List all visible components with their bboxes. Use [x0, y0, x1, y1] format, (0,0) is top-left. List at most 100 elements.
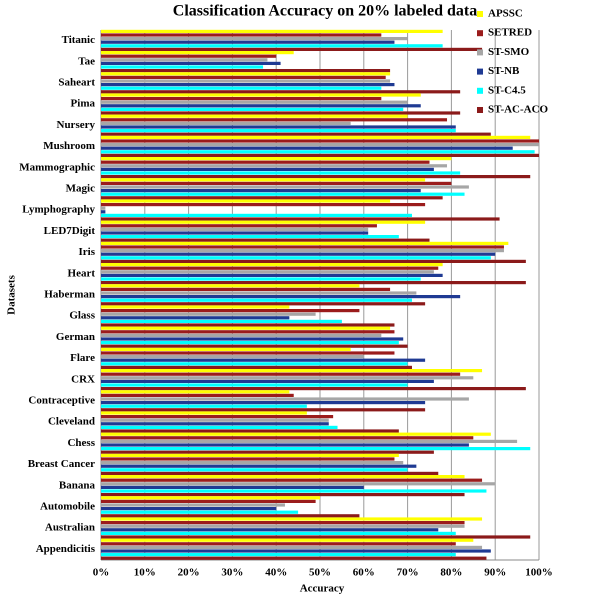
bar: [101, 387, 526, 391]
bar: [101, 203, 426, 207]
bar: [101, 61, 281, 65]
bar: [101, 309, 360, 313]
bar: [101, 489, 487, 493]
bar: [101, 365, 412, 369]
bar: [101, 326, 391, 330]
bar: [101, 189, 421, 193]
bar: [101, 107, 404, 111]
bar: [101, 305, 290, 309]
bar: [101, 86, 382, 90]
y-axis-label: Datasets: [6, 274, 18, 314]
bar: [101, 47, 483, 51]
bar: [101, 241, 509, 245]
bar: [101, 362, 408, 366]
bar: [101, 118, 448, 122]
bar: [101, 443, 469, 447]
bar: [101, 510, 299, 514]
y-tick-label: Saheart: [58, 77, 95, 89]
bar: [101, 150, 535, 154]
bar: [101, 252, 496, 256]
bar: [101, 65, 264, 69]
bar: [101, 302, 426, 306]
y-tick-label: Cleveland: [48, 416, 95, 428]
x-tick-label: 90%: [484, 567, 506, 579]
bar: [101, 157, 452, 161]
bar: [101, 143, 539, 147]
bar: [101, 281, 526, 285]
bar: [101, 54, 277, 58]
bar: [101, 415, 334, 419]
bar: [101, 499, 316, 503]
bar: [101, 121, 351, 125]
bar: [101, 393, 294, 397]
bar: [101, 44, 443, 48]
bar: [101, 404, 307, 408]
y-tick-label: Automobile: [40, 501, 95, 513]
bar: [101, 217, 500, 221]
x-tick-label: 100%: [525, 567, 553, 579]
bar: [101, 235, 399, 239]
bar: [101, 496, 320, 500]
bar: [101, 245, 504, 249]
bar: [101, 312, 316, 316]
x-tick-label: 30%: [221, 567, 243, 579]
bar: [101, 521, 465, 525]
bar: [101, 347, 351, 351]
bar: [101, 231, 369, 235]
y-tick-label: Chess: [67, 437, 95, 449]
legend-label: ST-SMO: [488, 46, 530, 58]
bar: [101, 425, 338, 429]
bar: [101, 298, 412, 302]
y-tick-label: Breast Cancer: [28, 458, 95, 470]
bar: [101, 58, 268, 62]
bar: [101, 210, 106, 214]
bar: [101, 114, 408, 118]
y-tick-label: Appendicitis: [36, 543, 96, 555]
bar: [101, 531, 456, 535]
y-tick-label: LED7Digit: [44, 225, 96, 237]
y-tick-label: Glass: [69, 310, 95, 322]
y-tick-label: German: [56, 331, 95, 343]
bar: [101, 517, 483, 521]
bar: [101, 238, 430, 242]
y-tick-label: Nursery: [57, 119, 96, 131]
bar: [101, 270, 434, 274]
bar: [101, 450, 434, 454]
legend-label: ST-NB: [488, 65, 520, 77]
bar: [101, 464, 417, 468]
y-tick-label: Pima: [71, 98, 96, 110]
bar: [101, 132, 491, 136]
legend-swatch: [477, 11, 483, 17]
bar: [101, 493, 465, 497]
x-tick-label: 0%: [93, 567, 110, 579]
bar: [101, 453, 399, 457]
bar: [101, 503, 285, 507]
bar: [101, 341, 399, 345]
bar: [101, 266, 439, 270]
bar: [101, 213, 412, 217]
bar: [101, 549, 491, 553]
bar: [101, 369, 483, 373]
y-tick-label: Titanic: [62, 34, 96, 46]
x-axis-label: Accuracy: [300, 583, 345, 595]
bar: [101, 447, 531, 451]
bar: [101, 97, 382, 101]
bar: [101, 514, 360, 518]
bar: [101, 199, 391, 203]
bar: [101, 100, 408, 104]
bar: [101, 33, 382, 37]
bar: [101, 351, 395, 355]
bar: [101, 316, 290, 320]
bar: [101, 196, 443, 200]
x-tick-label: 80%: [440, 567, 462, 579]
legend-label: SETRED: [488, 27, 532, 39]
y-tick-label: Australian: [45, 522, 95, 534]
bar: [101, 478, 483, 482]
bar: [101, 164, 448, 168]
bar: [101, 160, 430, 164]
bar: [101, 524, 465, 528]
bar: [101, 401, 426, 405]
x-tick-label: 20%: [178, 567, 200, 579]
bar: [101, 439, 518, 443]
